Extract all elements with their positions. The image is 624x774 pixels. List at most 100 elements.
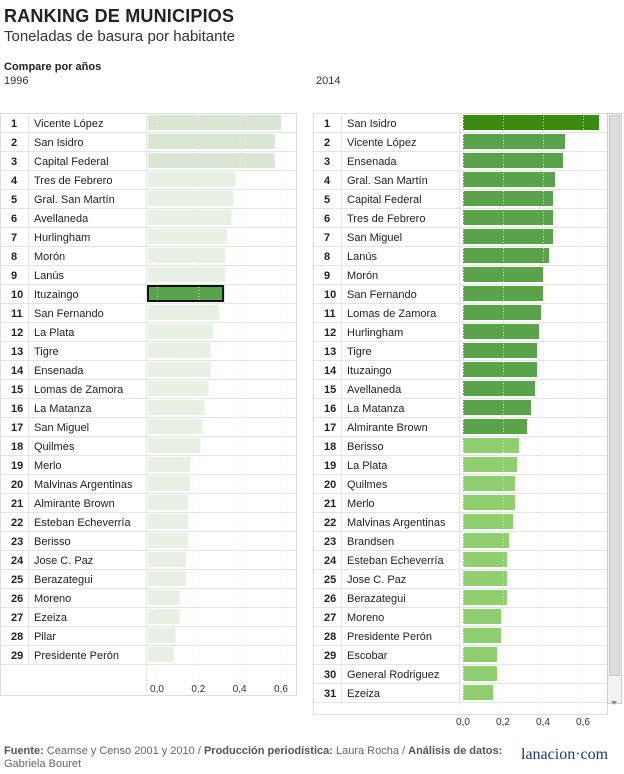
- municipio-label: Hurlingham: [347, 327, 403, 339]
- municipio-label: Brandsen: [347, 536, 394, 548]
- bar-lomas-de-zamora[interactable]: [148, 381, 209, 396]
- rank-label: 6: [324, 213, 330, 225]
- rank-label: 28: [324, 631, 336, 643]
- bar-san-isidro[interactable]: [463, 115, 599, 130]
- municipio-label: San Isidro: [347, 118, 397, 130]
- rank-label: 20: [11, 479, 23, 491]
- bar-tres-de-febrero[interactable]: [463, 210, 553, 225]
- bar-almirante-brown[interactable]: [463, 419, 527, 434]
- rank-label: 29: [324, 650, 336, 662]
- municipio-label: Jose C. Paz: [347, 574, 406, 586]
- bar-brandsen[interactable]: [463, 533, 509, 548]
- logo-dot: ·: [575, 746, 581, 763]
- bar-malvinas-argentinas[interactable]: [463, 514, 513, 529]
- bar-berazategui[interactable]: [148, 571, 186, 586]
- bar-tigre[interactable]: [463, 343, 537, 358]
- bar-ezeiza[interactable]: [463, 685, 493, 700]
- bar-avellaneda[interactable]: [148, 210, 232, 225]
- bar-hurlingham[interactable]: [463, 324, 539, 339]
- bar-general-rodriguez[interactable]: [463, 666, 497, 681]
- municipio-label: Ituzaingo: [34, 289, 79, 301]
- bar-pilar[interactable]: [148, 628, 176, 643]
- bar-la-matanza[interactable]: [148, 400, 205, 415]
- bar-berisso[interactable]: [148, 533, 188, 548]
- bar-gral-san-mart-n[interactable]: [148, 191, 234, 206]
- bar-jose-c-paz[interactable]: [148, 552, 186, 567]
- bar-lomas-de-zamora[interactable]: [463, 305, 541, 320]
- bar-malvinas-argentinas[interactable]: [148, 476, 191, 491]
- bar-presidente-per-n[interactable]: [148, 647, 174, 662]
- bar-berazategui[interactable]: [463, 590, 507, 605]
- bar-lan-s[interactable]: [148, 267, 226, 282]
- bar-ituzaingo[interactable]: [463, 362, 537, 377]
- x-tick-label: 0,2: [191, 684, 205, 695]
- rank-label: 4: [324, 175, 331, 187]
- panel-border-1996: [0, 113, 297, 696]
- bar-berisso[interactable]: [463, 438, 519, 453]
- bar-merlo[interactable]: [463, 495, 515, 510]
- x-tick-label: 0,6: [576, 717, 590, 728]
- municipio-label: San Isidro: [34, 137, 84, 149]
- bar-san-miguel[interactable]: [463, 229, 553, 244]
- municipio-label: La Matanza: [347, 403, 405, 415]
- rank-label: 6: [11, 213, 17, 225]
- bar-mor-n[interactable]: [148, 248, 226, 263]
- municipio-label: Esteban Echeverría: [347, 555, 444, 567]
- municipio-label: San Fernando: [347, 289, 417, 301]
- rank-label: 9: [324, 270, 330, 282]
- bar-presidente-per-n[interactable]: [463, 628, 501, 643]
- bar-lan-s[interactable]: [463, 248, 549, 263]
- bar-san-fernando[interactable]: [148, 305, 219, 320]
- bar-gral-san-mart-n[interactable]: [463, 172, 555, 187]
- bar-esteban-echeverr-a[interactable]: [148, 514, 188, 529]
- bar-san-miguel[interactable]: [148, 419, 203, 434]
- bar-almirante-brown[interactable]: [148, 495, 188, 510]
- bar-la-plata[interactable]: [148, 324, 213, 339]
- municipio-label: Morón: [34, 251, 65, 263]
- rank-label: 1: [324, 118, 330, 130]
- bar-moreno[interactable]: [148, 590, 180, 605]
- bar-tigre[interactable]: [148, 343, 211, 358]
- bar-merlo[interactable]: [148, 457, 191, 472]
- rank-label: 10: [11, 289, 23, 301]
- bar-moreno[interactable]: [463, 609, 501, 624]
- lanacion-logo[interactable]: lanacion·com: [521, 746, 608, 764]
- municipio-label: La Plata: [34, 327, 75, 339]
- bar-la-matanza[interactable]: [463, 400, 531, 415]
- bar-esteban-echeverr-a[interactable]: [463, 552, 507, 567]
- bar-vicente-l-pez[interactable]: [148, 115, 281, 130]
- municipio-label: Esteban Echeverría: [34, 517, 131, 529]
- bar-quilmes[interactable]: [148, 438, 201, 453]
- municipio-label: La Plata: [347, 460, 388, 472]
- municipio-label: San Fernando: [34, 308, 104, 320]
- bar-san-isidro[interactable]: [148, 134, 275, 149]
- scroll-down-arrow-icon[interactable]: [611, 701, 617, 705]
- bar-quilmes[interactable]: [463, 476, 515, 491]
- bar-vicente-l-pez[interactable]: [463, 134, 565, 149]
- scrollbar-thumb[interactable]: [609, 115, 620, 676]
- bar-jose-c-paz[interactable]: [463, 571, 507, 586]
- bar-escobar[interactable]: [463, 647, 497, 662]
- municipio-label: Ensenada: [34, 365, 84, 377]
- rank-label: 8: [324, 251, 330, 263]
- bar-ensenada[interactable]: [148, 362, 211, 377]
- rank-label: 26: [324, 593, 336, 605]
- municipio-label: Tres de Febrero: [34, 175, 112, 187]
- municipio-label: Moreno: [34, 593, 71, 605]
- bar-ezeiza[interactable]: [148, 609, 180, 624]
- x-tick-label: 0,4: [536, 717, 550, 728]
- rank-label: 27: [11, 612, 23, 624]
- x-tick-label: 0,0: [150, 684, 164, 695]
- bar-avellaneda[interactable]: [463, 381, 535, 396]
- bar-mor-n[interactable]: [463, 267, 543, 282]
- bar-hurlingham[interactable]: [148, 229, 228, 244]
- rank-label: 30: [324, 669, 336, 681]
- municipio-label: Quilmes: [347, 479, 388, 491]
- bar-tres-de-febrero[interactable]: [148, 172, 236, 187]
- bar-la-plata[interactable]: [463, 457, 517, 472]
- bar-ituzaingo[interactable]: [147, 285, 225, 302]
- municipio-label: Ezeiza: [347, 688, 381, 700]
- bar-capital-federal[interactable]: [148, 153, 275, 168]
- bar-capital-federal[interactable]: [463, 191, 553, 206]
- bar-ensenada[interactable]: [463, 153, 563, 168]
